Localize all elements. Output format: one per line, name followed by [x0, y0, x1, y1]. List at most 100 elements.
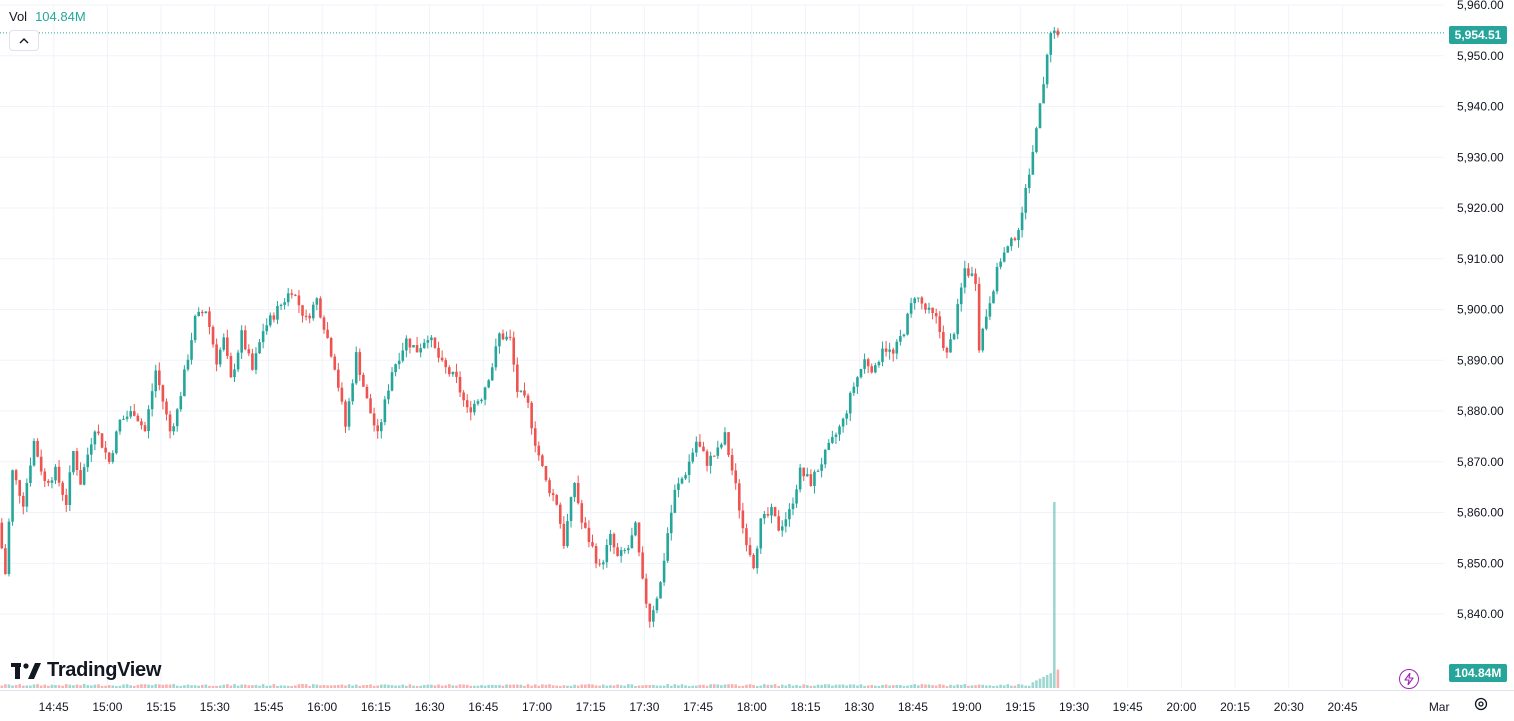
volume-bar — [612, 685, 616, 688]
volume-legend-value: 104.84M — [35, 9, 86, 24]
volume-bar — [712, 684, 716, 688]
candle-body — [344, 401, 347, 427]
candle-body — [444, 360, 448, 368]
volume-bar — [372, 685, 376, 688]
volume-bar — [1017, 684, 1020, 688]
volume-bar — [780, 684, 784, 688]
candle-body — [902, 334, 906, 337]
candle-body — [125, 416, 129, 419]
candle-body — [659, 582, 662, 599]
volume-bar — [913, 684, 916, 688]
volume-bar — [816, 684, 820, 688]
volume-bar — [569, 685, 573, 688]
candle-body — [397, 360, 401, 365]
volume-bar — [655, 685, 659, 688]
x-tick-label: 18:45 — [898, 700, 928, 714]
volume-bar — [1013, 685, 1017, 688]
lightning-icon[interactable] — [1399, 669, 1419, 689]
volume-bar — [186, 684, 190, 688]
candle-body — [913, 298, 916, 304]
candle-body — [97, 431, 100, 434]
tradingview-logo[interactable]: TradingView — [11, 659, 161, 682]
collapse-legend-button[interactable] — [9, 30, 39, 51]
x-tick-label: 19:00 — [952, 700, 982, 714]
volume-bar — [462, 684, 465, 688]
volume-bar — [623, 685, 627, 688]
volume-bar — [591, 684, 594, 688]
candle-body — [945, 348, 949, 353]
y-tick-label: 5,880.00 — [1457, 404, 1504, 418]
x-tick-label: 20:45 — [1327, 700, 1357, 714]
volume-bar — [473, 685, 476, 688]
volume-bar — [938, 684, 942, 688]
volume-bar — [458, 684, 462, 688]
candle-body — [927, 307, 931, 310]
volume-bar — [122, 684, 125, 688]
volume-bar — [79, 685, 82, 688]
candle-body — [258, 342, 261, 354]
candle-body — [451, 371, 455, 375]
volume-bar — [985, 685, 988, 688]
candle-body — [32, 440, 36, 466]
candle-body — [390, 372, 394, 391]
volume-bar — [877, 685, 881, 688]
volume-bar — [1002, 685, 1006, 688]
volume-bar — [50, 684, 54, 688]
volume-bar — [727, 684, 730, 688]
volume-bar — [465, 684, 469, 688]
candle-body — [279, 304, 283, 307]
volume-bar — [505, 684, 508, 688]
candle-body — [140, 421, 143, 426]
volume-bar — [269, 685, 272, 688]
volume-bar — [240, 684, 243, 688]
volume-bar — [916, 685, 920, 688]
candle-body — [186, 359, 190, 370]
y-tick-label: 5,900.00 — [1457, 303, 1504, 317]
candle-body — [376, 425, 379, 432]
candle-body — [737, 483, 741, 511]
volume-bar — [956, 684, 959, 688]
volume-bar — [1035, 680, 1038, 688]
volume-bar — [573, 684, 576, 688]
x-tick-label: Mar — [1429, 700, 1450, 714]
volume-bar — [444, 685, 448, 688]
volume-bar — [551, 685, 555, 688]
volume-bar — [226, 684, 229, 688]
candle-body — [562, 523, 566, 547]
candle-body — [122, 418, 125, 420]
candle-body — [319, 298, 322, 318]
candle-body — [129, 411, 132, 417]
x-tick-label: 17:45 — [683, 700, 713, 714]
candle-body — [788, 509, 791, 520]
candle-body — [766, 513, 770, 516]
candle-body — [197, 311, 200, 316]
candle-body — [168, 414, 172, 432]
candle-body — [226, 337, 229, 356]
settings-gear-icon[interactable] — [1473, 696, 1489, 712]
y-tick-label: 5,910.00 — [1457, 252, 1504, 266]
candle-body — [662, 560, 666, 583]
candle-body — [934, 313, 938, 317]
candle-body — [233, 369, 236, 378]
volume-bar — [200, 684, 204, 688]
candle-body — [243, 330, 247, 350]
candle-body — [992, 291, 995, 304]
candle-body — [25, 483, 29, 507]
volume-bar — [297, 684, 301, 688]
volume-bar — [358, 685, 362, 688]
candle-body — [555, 495, 558, 505]
volume-bar — [1020, 684, 1024, 688]
volume-bar — [931, 685, 934, 688]
candle-body — [587, 527, 591, 543]
x-tick-label: 19:45 — [1113, 700, 1143, 714]
candle-body — [584, 522, 587, 528]
candle-body — [1002, 252, 1006, 262]
candle-body — [387, 390, 390, 400]
candle-body — [315, 298, 319, 305]
volume-bar — [516, 684, 519, 688]
volume-bar — [397, 685, 401, 688]
volume-bar — [354, 684, 358, 688]
volume-bar — [1056, 669, 1060, 688]
candle-body — [959, 287, 963, 305]
